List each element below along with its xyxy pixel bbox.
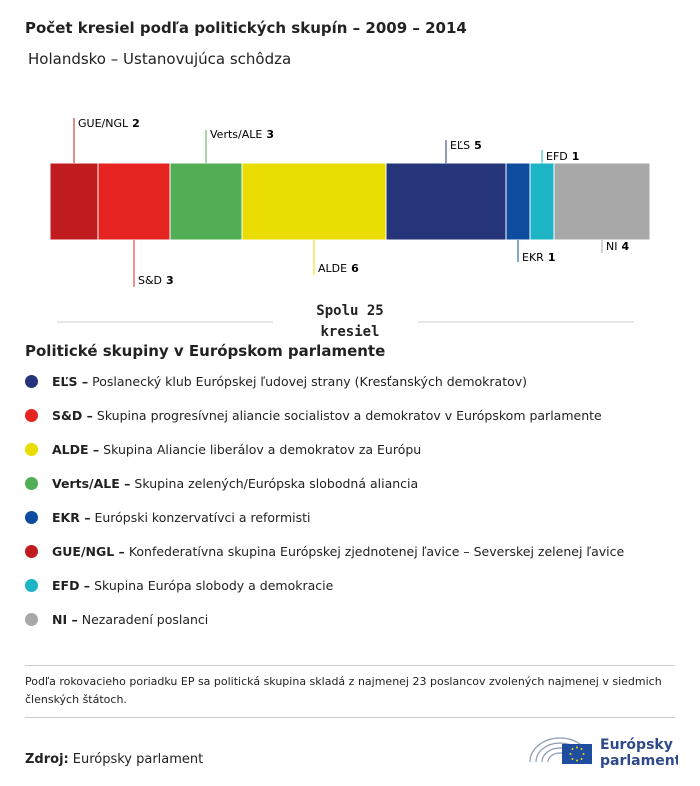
legend-abbr: EĽS – [52,373,89,389]
legend-item: EKR – Európski konzervatívci a reformisti [25,507,311,527]
legend-description: Konfederatívna skupina Európskej zjednot… [128,543,625,559]
note: Podľa rokovacieho poriadku EP sa politic… [25,675,662,706]
rule [25,717,675,718]
segment-label: S&D 3 [138,274,174,287]
segment-name: GUE/NGL [78,117,129,130]
chart-title: Počet kresiel podľa politických skupín –… [25,19,467,37]
bar-segment [49,162,99,241]
segment-name: S&D [138,274,162,287]
legend-item: Verts/ALE – Skupina zelených/Európska slo… [25,473,418,493]
legend-abbr: NI – [52,611,78,627]
bar-segment [97,162,171,241]
segment-label: NI 4 [606,240,629,253]
legend-dot [25,476,38,490]
segment-name: EĽS [450,139,470,152]
segment-name: EKR [522,251,544,264]
bar-segment [505,162,531,241]
legend-description: Európski konzervatívci a reformisti [94,509,311,525]
legend-item: ALDE – Skupina Aliancie liberálov a demok… [25,439,421,459]
segment-name: ALDE [318,262,347,275]
bar-segment [529,162,555,241]
segment-label: Verts/ALE 3 [210,128,274,141]
legend-abbr: GUE/NGL – [52,543,125,559]
logo: Európsky parlament [529,737,678,769]
legend-description: Skupina Európa slobody a demokracie [94,577,334,593]
legend-dot [25,544,38,558]
bar-segment [169,162,243,241]
chart: GUE/NGL 2 S&D 3 Verts/ALE 3 ALDE 6 EĽS 5 EKR 1 EFD 1 N… [49,117,651,287]
segment-value: 2 [132,117,140,130]
bar-segment [385,162,507,241]
legend-dot [25,408,38,422]
legend-dot [25,612,38,626]
segment-name: Verts/ALE [210,128,262,141]
segment-value: 3 [166,274,174,287]
legend-abbr: Verts/ALE – [52,475,131,491]
segment-label: EFD 1 [546,150,579,163]
legend-abbr: EFD – [52,577,91,593]
divider [57,321,634,323]
segment-label: EĽS 5 [450,139,482,152]
segment-value: 6 [351,262,359,275]
segment-label: GUE/NGL 2 [78,117,140,130]
legend-item: GUE/NGL – Konfederatívna skupina Európske… [25,541,624,561]
legend-dot [25,374,38,388]
legend-abbr: EKR – [52,509,91,525]
logo-text: parlament [600,753,678,769]
total-label: Spolu 25 kresiel [316,303,384,340]
legend-description: Skupina progresívnej aliancie socialisto… [96,407,602,423]
segment-label: ALDE 6 [318,262,359,275]
legend-description: Poslanecký klub Európskej ľudovej strany… [92,373,528,389]
legend-description: Skupina Aliancie liberálov a demokratov … [103,441,422,457]
legend-item: EĽS – Poslanecký klub Európskej ľudovej s… [25,371,527,391]
rule [25,665,675,666]
legend-dot [25,510,38,524]
legend-dot [25,442,38,456]
source: Zdroj: Európsky parlament [25,752,203,767]
legend-item: NI – Nezaradení poslanci [25,609,208,629]
legend-abbr: S&D – [52,407,93,423]
bar-segment [241,162,387,241]
segment-name: EFD [546,150,568,163]
segment-value: 4 [621,240,629,253]
legend-description: Skupina zelených/Európska slobodná alian… [134,475,419,491]
segment-name: NI [606,240,617,253]
logo-text: Európsky [600,737,673,753]
legend-abbr: ALDE – [52,441,100,457]
segment-value: 1 [548,251,556,264]
chart-subtitle: Holandsko – Ustanovujúca schôdza [28,50,292,68]
source-text: Európsky parlament [72,752,204,767]
source-label: Zdroj: [25,752,69,767]
legend-dot [25,578,38,592]
legend-description: Nezaradení poslanci [81,611,209,627]
segment-value: 5 [474,139,482,152]
legend-title: Politické skupiny v Európskom parlamente [25,342,386,360]
bar-segment [553,162,651,241]
segment-value: 1 [572,150,580,163]
segment-label: EKR 1 [522,251,555,264]
legend-item: S&D – Skupina progresívnej aliancie socia… [25,405,602,425]
legend-item: EFD – Skupina Európa slobody a demokracie [25,575,333,595]
segment-value: 3 [266,128,274,141]
